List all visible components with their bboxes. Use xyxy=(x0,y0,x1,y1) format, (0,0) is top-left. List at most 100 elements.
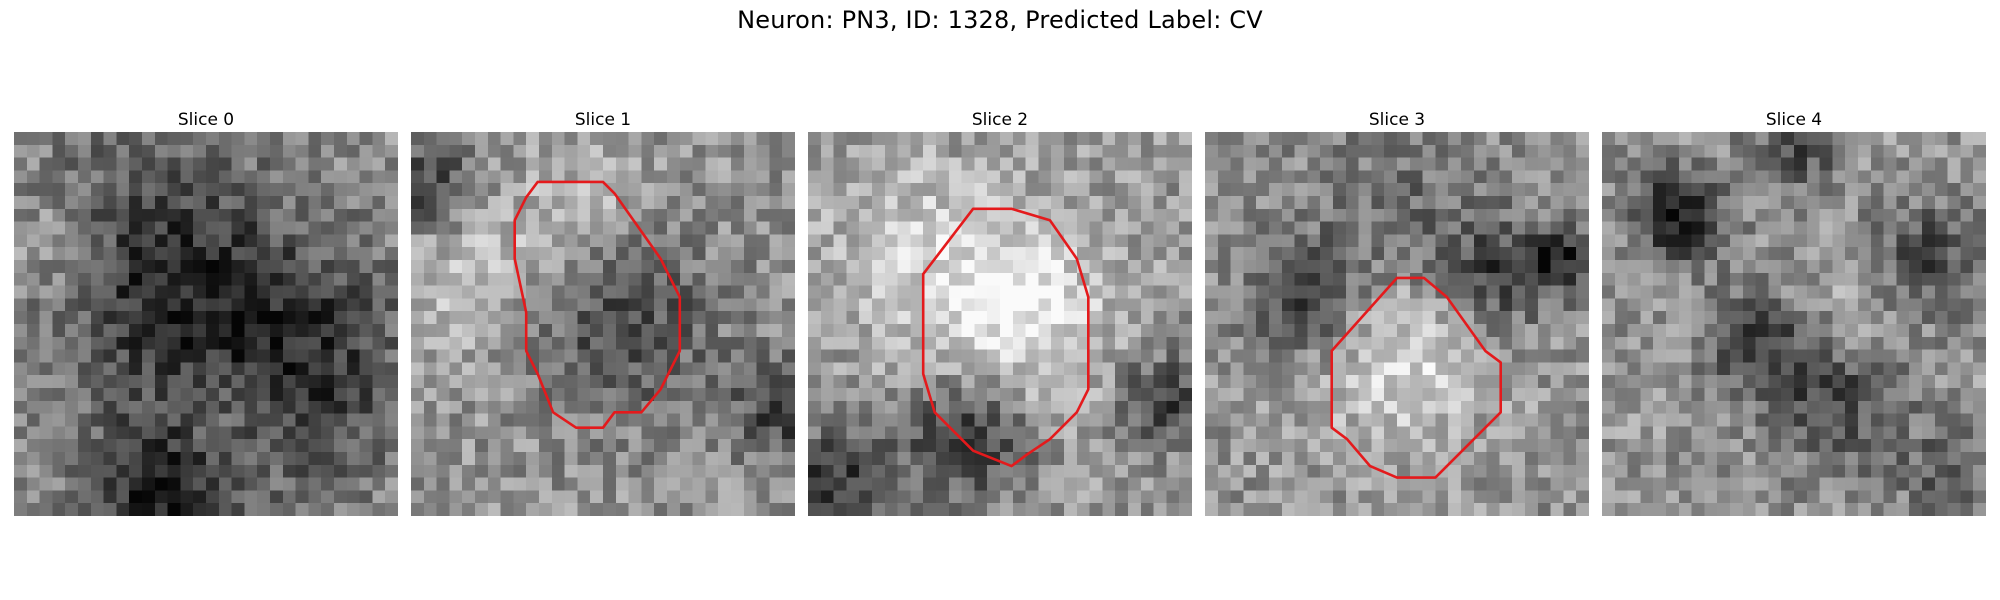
pixel xyxy=(641,324,655,338)
pixel xyxy=(411,247,425,261)
pixel xyxy=(1525,311,1539,325)
pixel xyxy=(1102,298,1116,312)
pixel xyxy=(769,426,783,440)
pixel xyxy=(513,311,527,325)
pixel xyxy=(1064,196,1078,210)
pixel xyxy=(859,298,873,312)
pixel xyxy=(270,324,284,338)
pixel xyxy=(705,157,719,171)
pixel xyxy=(1909,272,1923,287)
pixel xyxy=(1409,452,1424,466)
pixel xyxy=(1576,362,1589,376)
pixel xyxy=(820,157,835,171)
pixel xyxy=(1755,247,1769,261)
pixel xyxy=(1947,247,1961,261)
pixel xyxy=(142,196,156,210)
pixel xyxy=(411,221,425,235)
pixel xyxy=(910,183,924,197)
pixel xyxy=(1806,170,1821,184)
pixel xyxy=(1345,157,1360,171)
pixel xyxy=(987,490,1001,504)
pixel xyxy=(475,375,489,389)
pixel xyxy=(910,400,924,415)
pixel xyxy=(705,375,719,389)
pixel xyxy=(1806,400,1821,415)
pixel xyxy=(1896,272,1910,287)
pixel xyxy=(1512,221,1526,235)
pixel xyxy=(1678,362,1693,376)
pixel xyxy=(1051,503,1065,516)
pixel xyxy=(1038,298,1052,312)
pixel xyxy=(359,336,373,351)
pixel xyxy=(641,260,655,274)
pixel xyxy=(743,196,758,210)
pixel xyxy=(654,311,668,325)
pixel xyxy=(1525,157,1539,171)
pixel xyxy=(1461,413,1475,427)
pixel xyxy=(539,234,553,248)
pixel xyxy=(1089,247,1103,261)
pixel xyxy=(449,388,463,402)
pixel xyxy=(1858,349,1872,363)
pixel xyxy=(462,196,476,210)
pixel xyxy=(731,183,745,197)
pixel xyxy=(603,285,617,299)
pixel xyxy=(1717,132,1731,146)
pixel xyxy=(1909,221,1923,235)
pixel xyxy=(1602,221,1616,235)
pixel xyxy=(628,439,642,453)
pixel xyxy=(308,144,322,159)
pixel xyxy=(1384,170,1398,184)
pixel xyxy=(1435,349,1449,363)
pixel xyxy=(884,336,899,351)
pixel xyxy=(1281,260,1296,274)
pixel xyxy=(1409,362,1424,376)
pixel xyxy=(1717,234,1731,248)
pixel xyxy=(231,260,245,274)
pixel xyxy=(436,132,450,146)
pixel xyxy=(756,375,770,389)
pixel xyxy=(1256,324,1270,338)
pixel xyxy=(743,388,758,402)
pixel xyxy=(487,272,502,287)
pixel xyxy=(1102,183,1116,197)
pixel xyxy=(884,400,899,415)
pixel xyxy=(1922,413,1936,427)
pixel xyxy=(1012,349,1027,363)
pixel xyxy=(1666,234,1680,248)
pixel xyxy=(1345,260,1360,274)
pixel xyxy=(1397,208,1411,223)
pixel xyxy=(961,413,975,427)
pixel xyxy=(1473,144,1488,159)
pixel xyxy=(231,234,245,248)
pixel xyxy=(1525,375,1539,389)
pixel xyxy=(39,400,53,415)
pixel xyxy=(1384,477,1398,491)
pixel xyxy=(462,285,476,299)
pixel xyxy=(372,234,386,248)
pixel xyxy=(1550,413,1564,427)
pixel xyxy=(1653,298,1667,312)
pixel xyxy=(372,413,386,427)
pixel xyxy=(78,260,92,274)
pixel xyxy=(1934,144,1949,159)
pixel xyxy=(961,362,975,376)
pixel xyxy=(782,285,795,299)
pixel xyxy=(692,208,706,223)
pixel xyxy=(1947,490,1961,504)
pixel xyxy=(1256,375,1270,389)
pixel xyxy=(1717,349,1731,363)
pixel xyxy=(206,144,220,159)
pixel xyxy=(718,196,732,210)
pixel xyxy=(679,196,694,210)
pixel xyxy=(846,503,860,516)
pixel xyxy=(1742,234,1757,248)
pixel xyxy=(180,439,194,453)
pixel xyxy=(218,311,233,325)
pixel xyxy=(90,132,105,146)
pixel xyxy=(564,208,578,223)
pixel xyxy=(1179,247,1192,261)
pixel xyxy=(590,132,604,146)
pixel xyxy=(1512,260,1526,274)
pixel xyxy=(1281,298,1296,312)
